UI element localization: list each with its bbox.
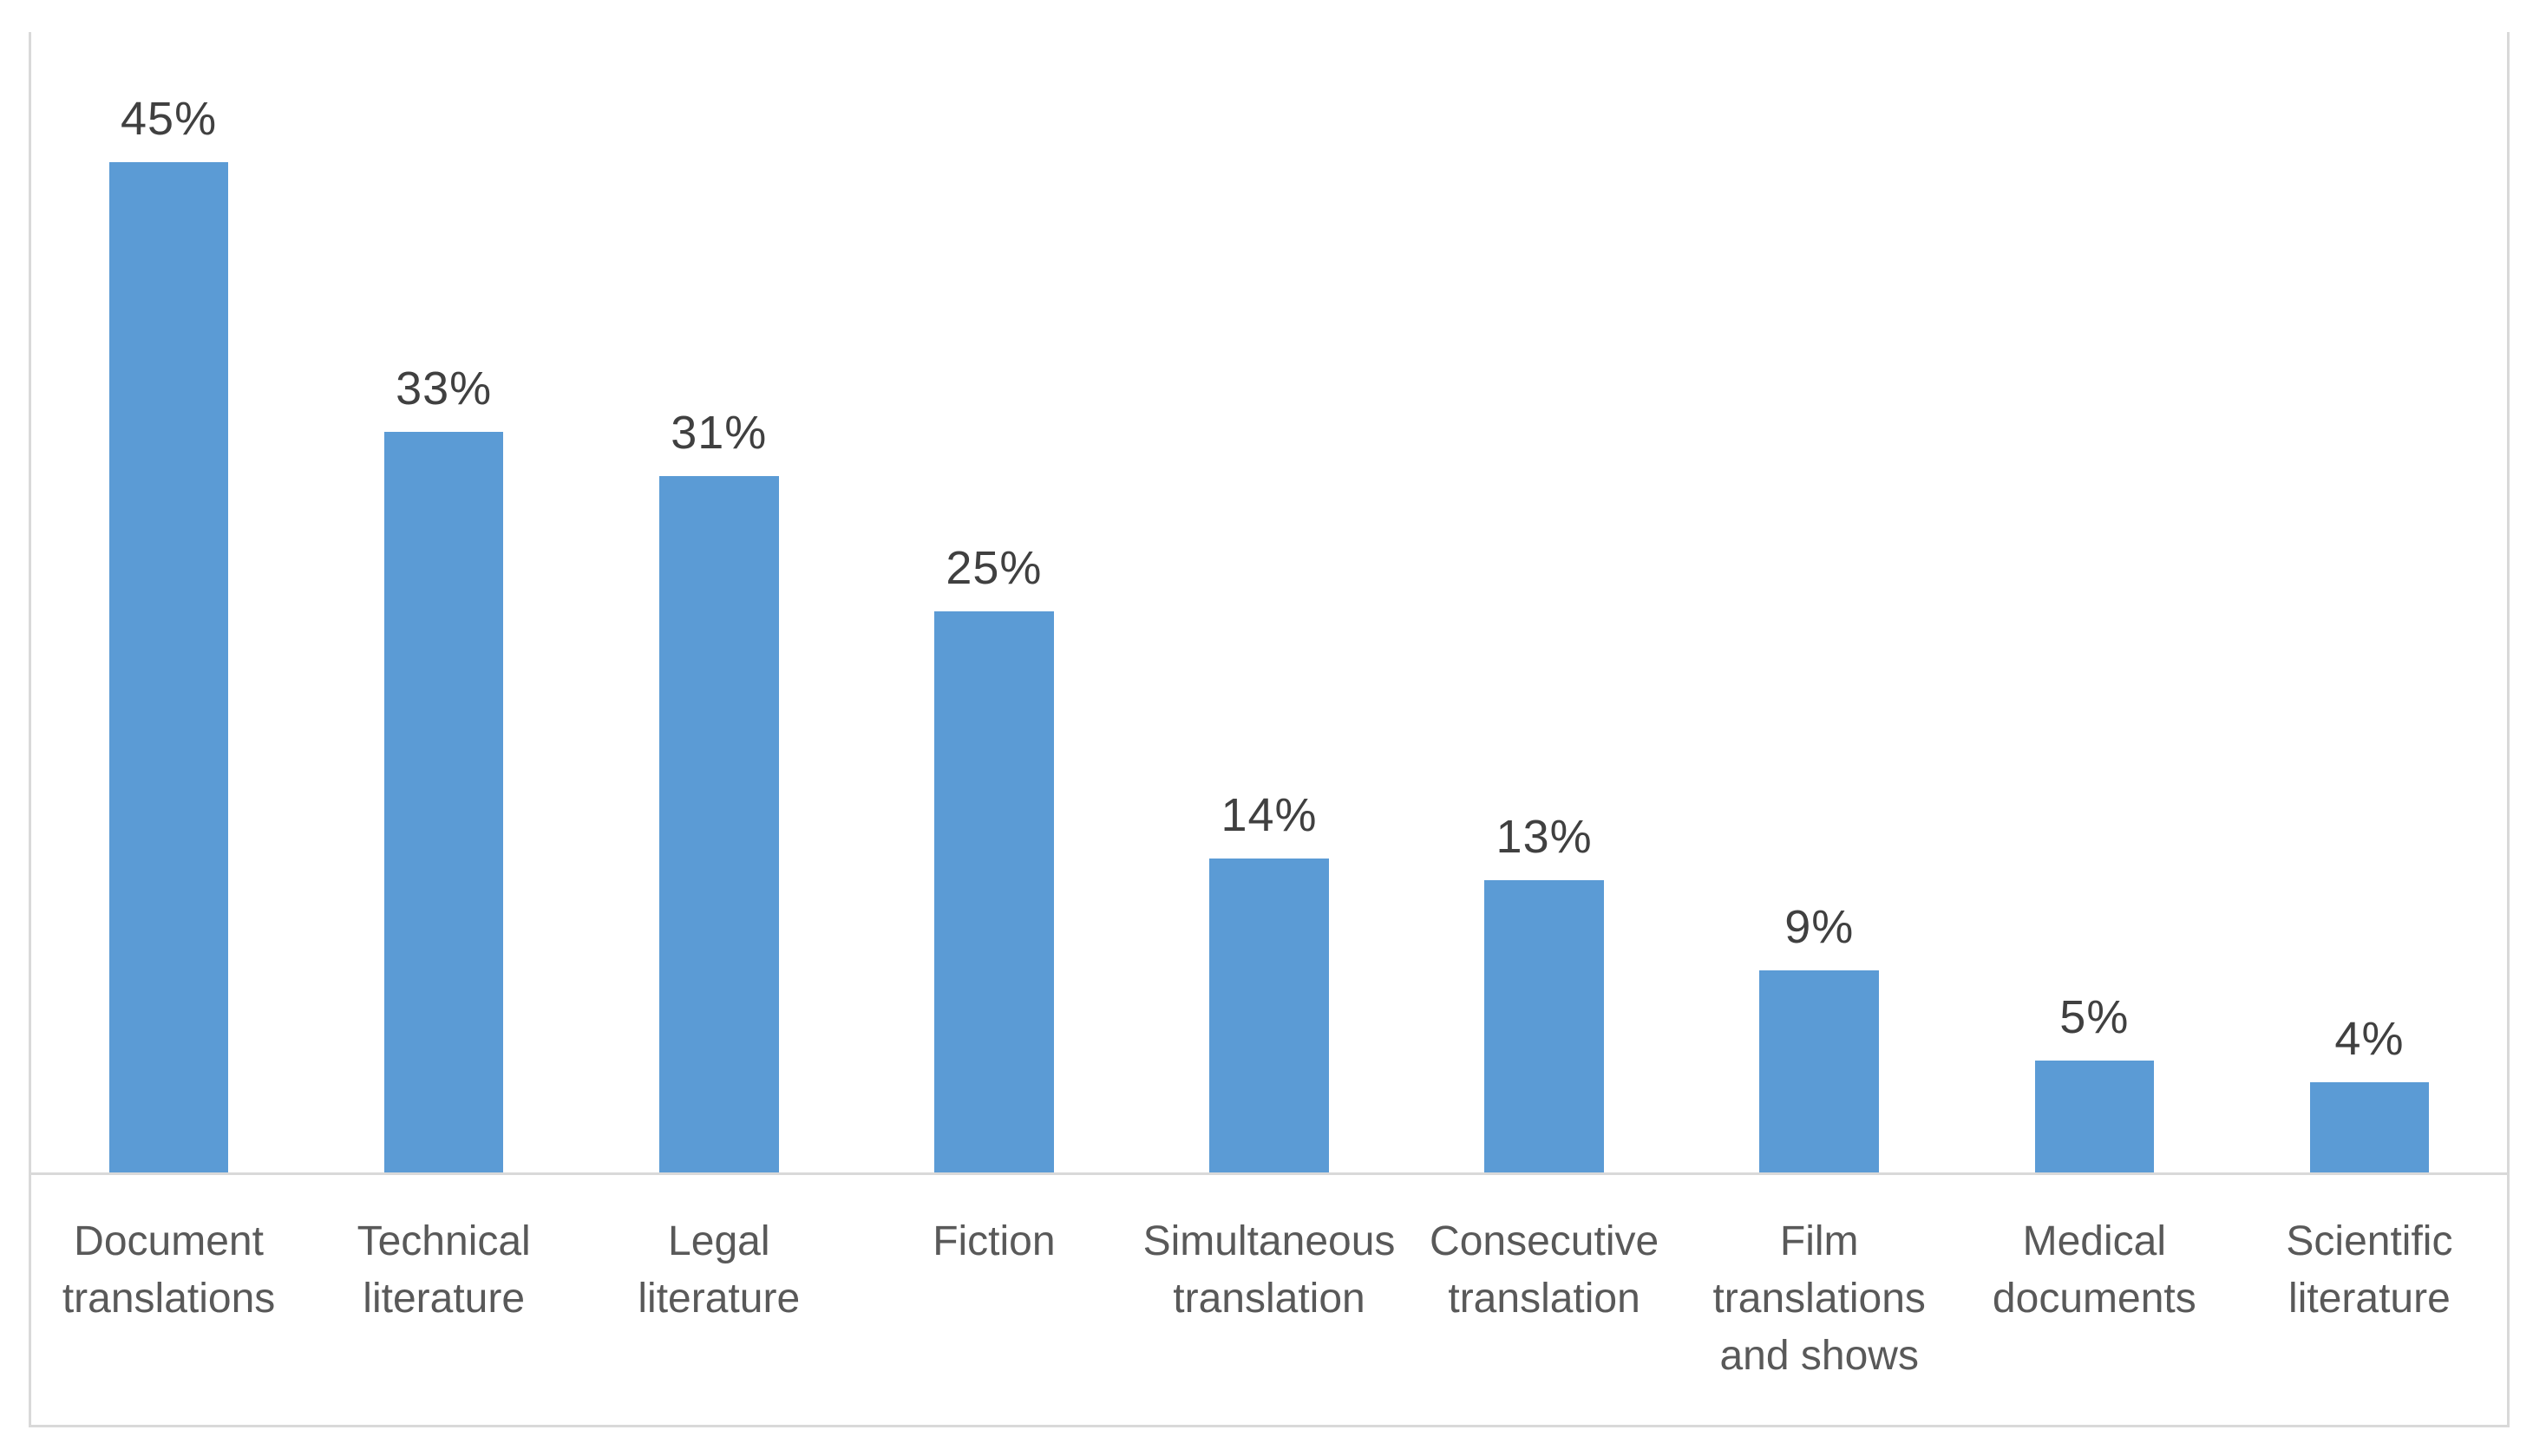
bar-column: 45% [31, 32, 306, 1172]
category-label: Medical documents [1992, 1218, 2196, 1322]
category-label: Legal literature [638, 1218, 801, 1322]
bar-column: 13% [1407, 32, 1682, 1172]
category-label: Scientific literature [2286, 1218, 2453, 1322]
chart-frame: 45% 33% 31% 25% 14% 13% 9% 5% 4% Document transl… [29, 32, 2510, 1427]
bar-column: 33% [306, 32, 581, 1172]
bar [2309, 1082, 2430, 1172]
category-axis: Document translations Technical literatur… [31, 1175, 2507, 1386]
bar [658, 476, 779, 1172]
category-label: Technical literature [357, 1218, 531, 1322]
bar-value-label: 25% [946, 541, 1043, 594]
bar [1759, 970, 1880, 1172]
category-label: Fiction [933, 1218, 1056, 1264]
bar [383, 432, 504, 1172]
bar [108, 162, 229, 1172]
bar-column: 14% [1131, 32, 1406, 1172]
bar-column: 5% [1957, 32, 2232, 1172]
bar-value-label: 4% [2334, 1012, 2405, 1065]
bar-column: 25% [856, 32, 1131, 1172]
plot-area: 45% 33% 31% 25% 14% 13% 9% 5% 4% [31, 32, 2507, 1175]
bar-value-label: 31% [671, 406, 768, 459]
bar [2034, 1061, 2155, 1172]
bar [1484, 880, 1604, 1172]
bar-value-label: 45% [121, 92, 218, 145]
bar [1209, 859, 1329, 1172]
bar-value-label: 33% [396, 362, 493, 415]
bar-value-label: 13% [1496, 810, 1593, 863]
bar-column: 9% [1682, 32, 1957, 1172]
bar-value-label: 5% [2059, 990, 2130, 1043]
category-label: Simultaneous translation [1142, 1218, 1396, 1322]
bar-column: 31% [581, 32, 856, 1172]
category-label: Document translations [62, 1218, 276, 1322]
bar-value-label: 14% [1221, 788, 1318, 841]
bar [934, 611, 1054, 1172]
category-label: Consecutive translation [1430, 1218, 1659, 1322]
bar-value-label: 9% [1784, 900, 1855, 953]
bar-column: 4% [2232, 32, 2507, 1172]
category-label: Film translations and shows [1712, 1218, 1926, 1380]
